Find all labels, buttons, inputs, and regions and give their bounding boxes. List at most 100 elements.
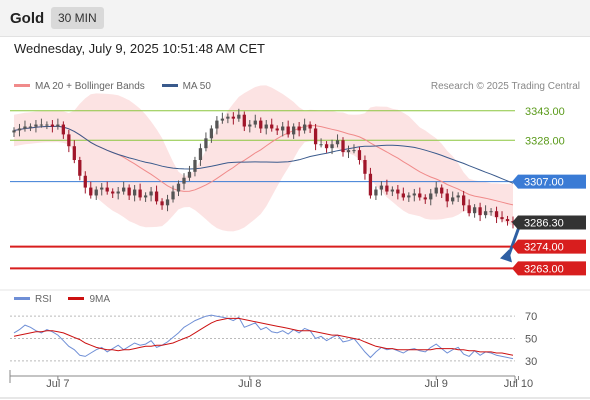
- candle-body: [253, 120, 257, 125]
- candle-body: [500, 217, 504, 220]
- current-price-box: [512, 215, 586, 230]
- candle-body: [83, 175, 87, 188]
- candle-body: [313, 128, 318, 145]
- candle-body: [407, 195, 411, 198]
- candle-body: [56, 124, 60, 127]
- candle-body: [132, 189, 137, 196]
- candle-body: [374, 189, 378, 196]
- candle-body: [390, 189, 395, 192]
- candle-body: [34, 124, 38, 127]
- credit-text: Research © 2025 Trading Central: [430, 81, 580, 92]
- candle-body: [138, 189, 142, 198]
- candle-body: [154, 191, 159, 202]
- candle-body: [231, 116, 235, 119]
- candle-body: [270, 124, 274, 129]
- candle-body: [237, 114, 241, 119]
- candle-body: [494, 211, 499, 218]
- price-legend: MA 20 + Bollinger Bands MA 50: [14, 81, 225, 92]
- top-bar: Gold 30 MIN: [0, 0, 590, 37]
- candle-body: [341, 140, 345, 153]
- candle-body: [363, 160, 367, 174]
- candle-body: [308, 124, 312, 129]
- forecast-arrow-head: [500, 249, 512, 263]
- candle-body: [78, 160, 82, 176]
- candle-body: [226, 116, 230, 119]
- candle-body: [396, 189, 400, 194]
- indicator-legend: RSI 9MA: [14, 294, 124, 305]
- level-label-3307: 3307.00: [524, 177, 564, 189]
- candle-body: [368, 173, 373, 196]
- candle-body: [105, 187, 109, 192]
- candle-body: [330, 144, 334, 149]
- candle-body: [220, 118, 225, 121]
- candle-body: [456, 195, 460, 198]
- candle-body: [297, 126, 301, 131]
- candle-body: [324, 144, 329, 149]
- x-tick-label: Jul 7: [46, 378, 69, 390]
- bollinger-band: [14, 85, 513, 232]
- candle-body: [259, 120, 263, 129]
- legend-swatch-9ma: [68, 296, 85, 300]
- candle-body: [209, 128, 214, 139]
- candle-body: [204, 138, 208, 149]
- candle-body: [472, 207, 477, 214]
- legend-swatch-bollinger: [14, 83, 30, 87]
- level-label-3274: 3274.00: [524, 242, 564, 254]
- candle-body: [346, 150, 351, 153]
- instrument-title: Gold: [10, 10, 45, 27]
- timeframe-selector[interactable]: 30 MIN: [51, 7, 104, 29]
- candle-body: [171, 191, 175, 200]
- candle-body: [165, 199, 170, 206]
- candle-body: [286, 126, 290, 135]
- candle-body: [385, 185, 389, 192]
- candle-body: [335, 140, 340, 145]
- legend-item-9ma: 9MA: [68, 294, 110, 305]
- candle-body: [445, 193, 449, 202]
- candle-body: [352, 150, 356, 152]
- level-label-3328: 3328.00: [525, 135, 565, 147]
- x-tick-label: Jul 9: [425, 378, 448, 390]
- candle-body: [418, 193, 422, 198]
- legend-item-ma50: MA 50: [161, 81, 211, 92]
- candle-body: [122, 187, 126, 192]
- legend-label-bollinger: MA 20 + Bollinger Bands: [35, 81, 145, 92]
- candle-body: [489, 211, 493, 213]
- candle-body: [182, 177, 186, 184]
- candle-body: [275, 128, 279, 131]
- x-tick-label: Jul 10: [504, 378, 533, 390]
- candle-body: [215, 120, 219, 129]
- legend-label-ma50: MA 50: [182, 81, 211, 92]
- candle-body: [505, 219, 510, 222]
- candle-body: [248, 124, 252, 127]
- legend-label-rsi: RSI: [35, 294, 52, 305]
- candle-body: [379, 185, 384, 190]
- candle-body: [412, 193, 416, 196]
- candle-body: [17, 128, 22, 131]
- candle-body: [193, 160, 197, 172]
- candle-body: [67, 134, 71, 147]
- candle-body: [198, 148, 203, 160]
- candle-body: [111, 191, 115, 194]
- candle-body: [28, 126, 33, 128]
- candle-body: [440, 187, 444, 194]
- timestamp: Wednesday, July 9, 2025 10:51:48 AM CET: [14, 41, 265, 56]
- candle-body: [319, 144, 323, 146]
- candle-body: [50, 124, 55, 127]
- candle-body: [302, 124, 307, 131]
- x-tick-label: Jul 8: [238, 378, 261, 390]
- candle-body: [281, 126, 285, 131]
- current-price-label: 3286.30: [524, 217, 564, 229]
- legend-swatch-rsi: [14, 296, 30, 300]
- level-label-3274-box: [512, 239, 586, 254]
- candle-body: [89, 187, 93, 196]
- 9ma-line: [13, 317, 514, 356]
- candle-body: [187, 171, 192, 178]
- legend-item-bollinger: MA 20 + Bollinger Bands: [14, 81, 145, 92]
- candle-body: [292, 126, 296, 135]
- candle-body: [12, 130, 16, 133]
- legend-item-rsi: RSI: [14, 294, 52, 305]
- candle-body: [176, 183, 181, 192]
- candle-body: [61, 124, 65, 135]
- candle-body: [264, 124, 268, 129]
